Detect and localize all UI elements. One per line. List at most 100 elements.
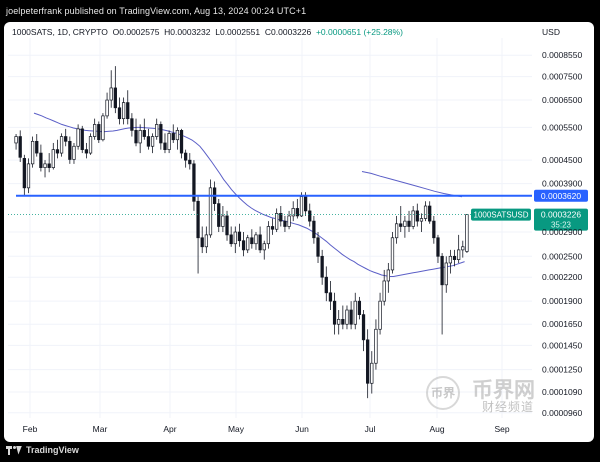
candle-body (312, 220, 316, 239)
candle (35, 134, 39, 157)
candle (254, 232, 258, 250)
y-tick-label: 0.0004500 (542, 155, 582, 165)
watermark-subtitle: 财经频道 (482, 400, 535, 414)
y-tick-label: 0.0002900 (542, 227, 582, 237)
candle (452, 249, 457, 267)
candle-body (403, 220, 407, 227)
candle-body (233, 231, 237, 245)
y-tick-label: 0.0002500 (542, 251, 582, 261)
candle-body (254, 234, 258, 245)
candle (126, 90, 130, 125)
candle-body (117, 107, 122, 120)
candle-body (328, 292, 333, 302)
chart-panel[interactable]: 1000SATS, 1D, CRYPTO O0.0002575 H0.00032… (4, 22, 594, 442)
horizontal-line-badge (534, 189, 588, 202)
candle-body (324, 276, 328, 294)
candle (167, 130, 171, 154)
candle (39, 144, 43, 172)
candle-body (465, 214, 469, 252)
candle-countdown: 35:23 (551, 221, 572, 230)
candle-body (308, 210, 312, 222)
candle (184, 149, 188, 168)
candle-body (303, 196, 308, 212)
candle-body (266, 226, 271, 245)
candle-body (229, 234, 233, 245)
candle-body (366, 339, 370, 384)
candle-body (452, 255, 457, 260)
candle (316, 232, 320, 263)
candle-body (428, 205, 432, 222)
price-axis[interactable]: 0.0008550 0.0007500 0.0006500 0.0005500 0.00… (542, 50, 582, 418)
candle-body (47, 163, 51, 168)
candle (188, 153, 192, 170)
candle-body (415, 210, 419, 222)
candle-body (184, 152, 188, 161)
candle (353, 292, 357, 330)
candle (444, 256, 448, 293)
candle-body (440, 255, 444, 286)
candle (233, 226, 237, 254)
candle-body (155, 124, 159, 137)
candle-body (250, 237, 254, 245)
candle-body (159, 124, 163, 144)
x-tick-label: May (228, 424, 245, 434)
candle-body (332, 300, 337, 325)
candle (179, 128, 184, 159)
candle (18, 130, 22, 163)
candle-body (287, 215, 291, 227)
candle-body (258, 234, 262, 251)
candle-body (72, 145, 76, 160)
candle-body (270, 226, 275, 230)
candle-body (14, 136, 18, 144)
candle-body (448, 255, 453, 264)
y-tick-label: 0.0000960 (542, 408, 582, 418)
symbol-interval: 1000SATS, 1D, CRYPTO (12, 27, 108, 37)
candle-body (370, 362, 374, 384)
candle-body (399, 223, 403, 227)
candle-body (295, 208, 299, 217)
candle-body (101, 115, 105, 141)
candle-body (461, 246, 465, 251)
candle (109, 70, 113, 108)
candle (22, 154, 26, 196)
candle (349, 301, 353, 330)
candle (159, 121, 163, 150)
currency-label[interactable]: USD (542, 27, 560, 37)
candle-body (374, 328, 378, 364)
candle (204, 226, 208, 254)
candle-body (84, 149, 89, 154)
candle (250, 229, 254, 249)
y-tick-label: 0.0001900 (542, 296, 582, 306)
candle-body (26, 163, 31, 189)
y-tick-label: 0.0001250 (542, 365, 582, 375)
candle (192, 160, 196, 211)
change-value: +0.0000651 (+25.28%) (315, 27, 403, 37)
candle-body (146, 136, 151, 147)
candle-body (121, 102, 126, 120)
candle (415, 203, 419, 227)
upper-average-line (361, 171, 463, 198)
candle (221, 206, 225, 233)
candle-body (35, 140, 39, 154)
candle-body (353, 300, 357, 325)
tradingview-logo[interactable]: TradingView (6, 445, 79, 455)
candle-body (68, 140, 72, 160)
candle-body (217, 203, 221, 227)
candle (229, 226, 233, 247)
footer-bar: TradingView (0, 442, 600, 462)
y-tick-label: 0.0005500 (542, 122, 582, 132)
candle (138, 124, 142, 154)
time-axis[interactable]: Feb Mar Apr May Jun Jul Aug Sep (23, 424, 510, 434)
candle (332, 292, 337, 335)
candle-body (275, 213, 279, 230)
candle-body (394, 223, 399, 239)
candle-body (142, 130, 146, 137)
symbol-badge-bg (471, 208, 531, 221)
y-tick-label: 0.0008550 (542, 50, 582, 60)
candle-body (225, 215, 229, 236)
candle (440, 253, 444, 335)
candle-body (436, 237, 440, 257)
candle (14, 134, 18, 150)
